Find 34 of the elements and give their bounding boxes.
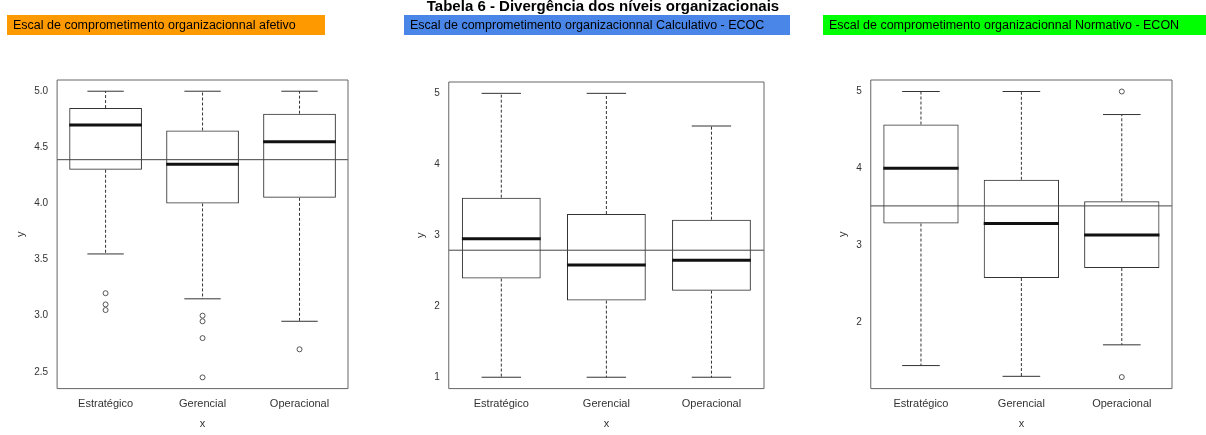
x-tick-label: Gerencial — [179, 397, 227, 410]
x-axis-title: x — [603, 417, 610, 430]
y-tick-label: 5 — [856, 85, 863, 97]
y-tick-label: 4.5 — [34, 141, 49, 153]
x-tick-label: Operacional — [269, 397, 330, 410]
x-tick-label: Estratégico — [78, 397, 134, 410]
y-tick-label: 1 — [434, 370, 441, 382]
chart-title: Escal de comprometimento organizacionnal Normativo - ECON — [823, 15, 1206, 35]
y-tick-label: 3 — [434, 229, 441, 241]
y-axis-title: y — [413, 232, 426, 239]
text: Tabela 6 - Divergência dos níveis organizacionais — [425, 0, 781, 14]
x-tick-label: Estratégico — [893, 397, 949, 410]
y-tick-label: 3.0 — [34, 309, 49, 321]
y-tick-label: 4 — [856, 162, 863, 174]
y-tick-label: 3.5 — [34, 253, 49, 265]
y-tick-label: 2.5 — [34, 365, 49, 377]
x-axis-title: x — [199, 417, 206, 430]
x-axis-title: x — [1018, 417, 1025, 430]
x-tick-label: Estratégico — [473, 397, 529, 410]
x-tick-label: Gerencial — [997, 397, 1045, 410]
y-axis-title: y — [835, 231, 848, 238]
y-tick-label: 2 — [856, 315, 863, 327]
x-tick-label: Gerencial — [582, 397, 630, 410]
chart-title: Escal de comprometimento organizacionnal Calculativo - ECOC — [404, 15, 790, 35]
y-tick-label: 2 — [434, 300, 441, 312]
y-tick-label: 5 — [434, 87, 441, 99]
y-tick-label: 5.0 — [34, 84, 49, 96]
y-tick-label: 3 — [856, 238, 863, 250]
y-tick-label: 4.0 — [34, 197, 49, 209]
y-axis-title: y — [13, 231, 26, 238]
y-tick-label: 4 — [434, 158, 441, 170]
chart-title: Escal de comprometimento organizacionnal afetivo — [7, 15, 325, 35]
x-tick-label: Operacional — [1092, 397, 1152, 410]
x-tick-label: Operacional — [681, 397, 742, 410]
